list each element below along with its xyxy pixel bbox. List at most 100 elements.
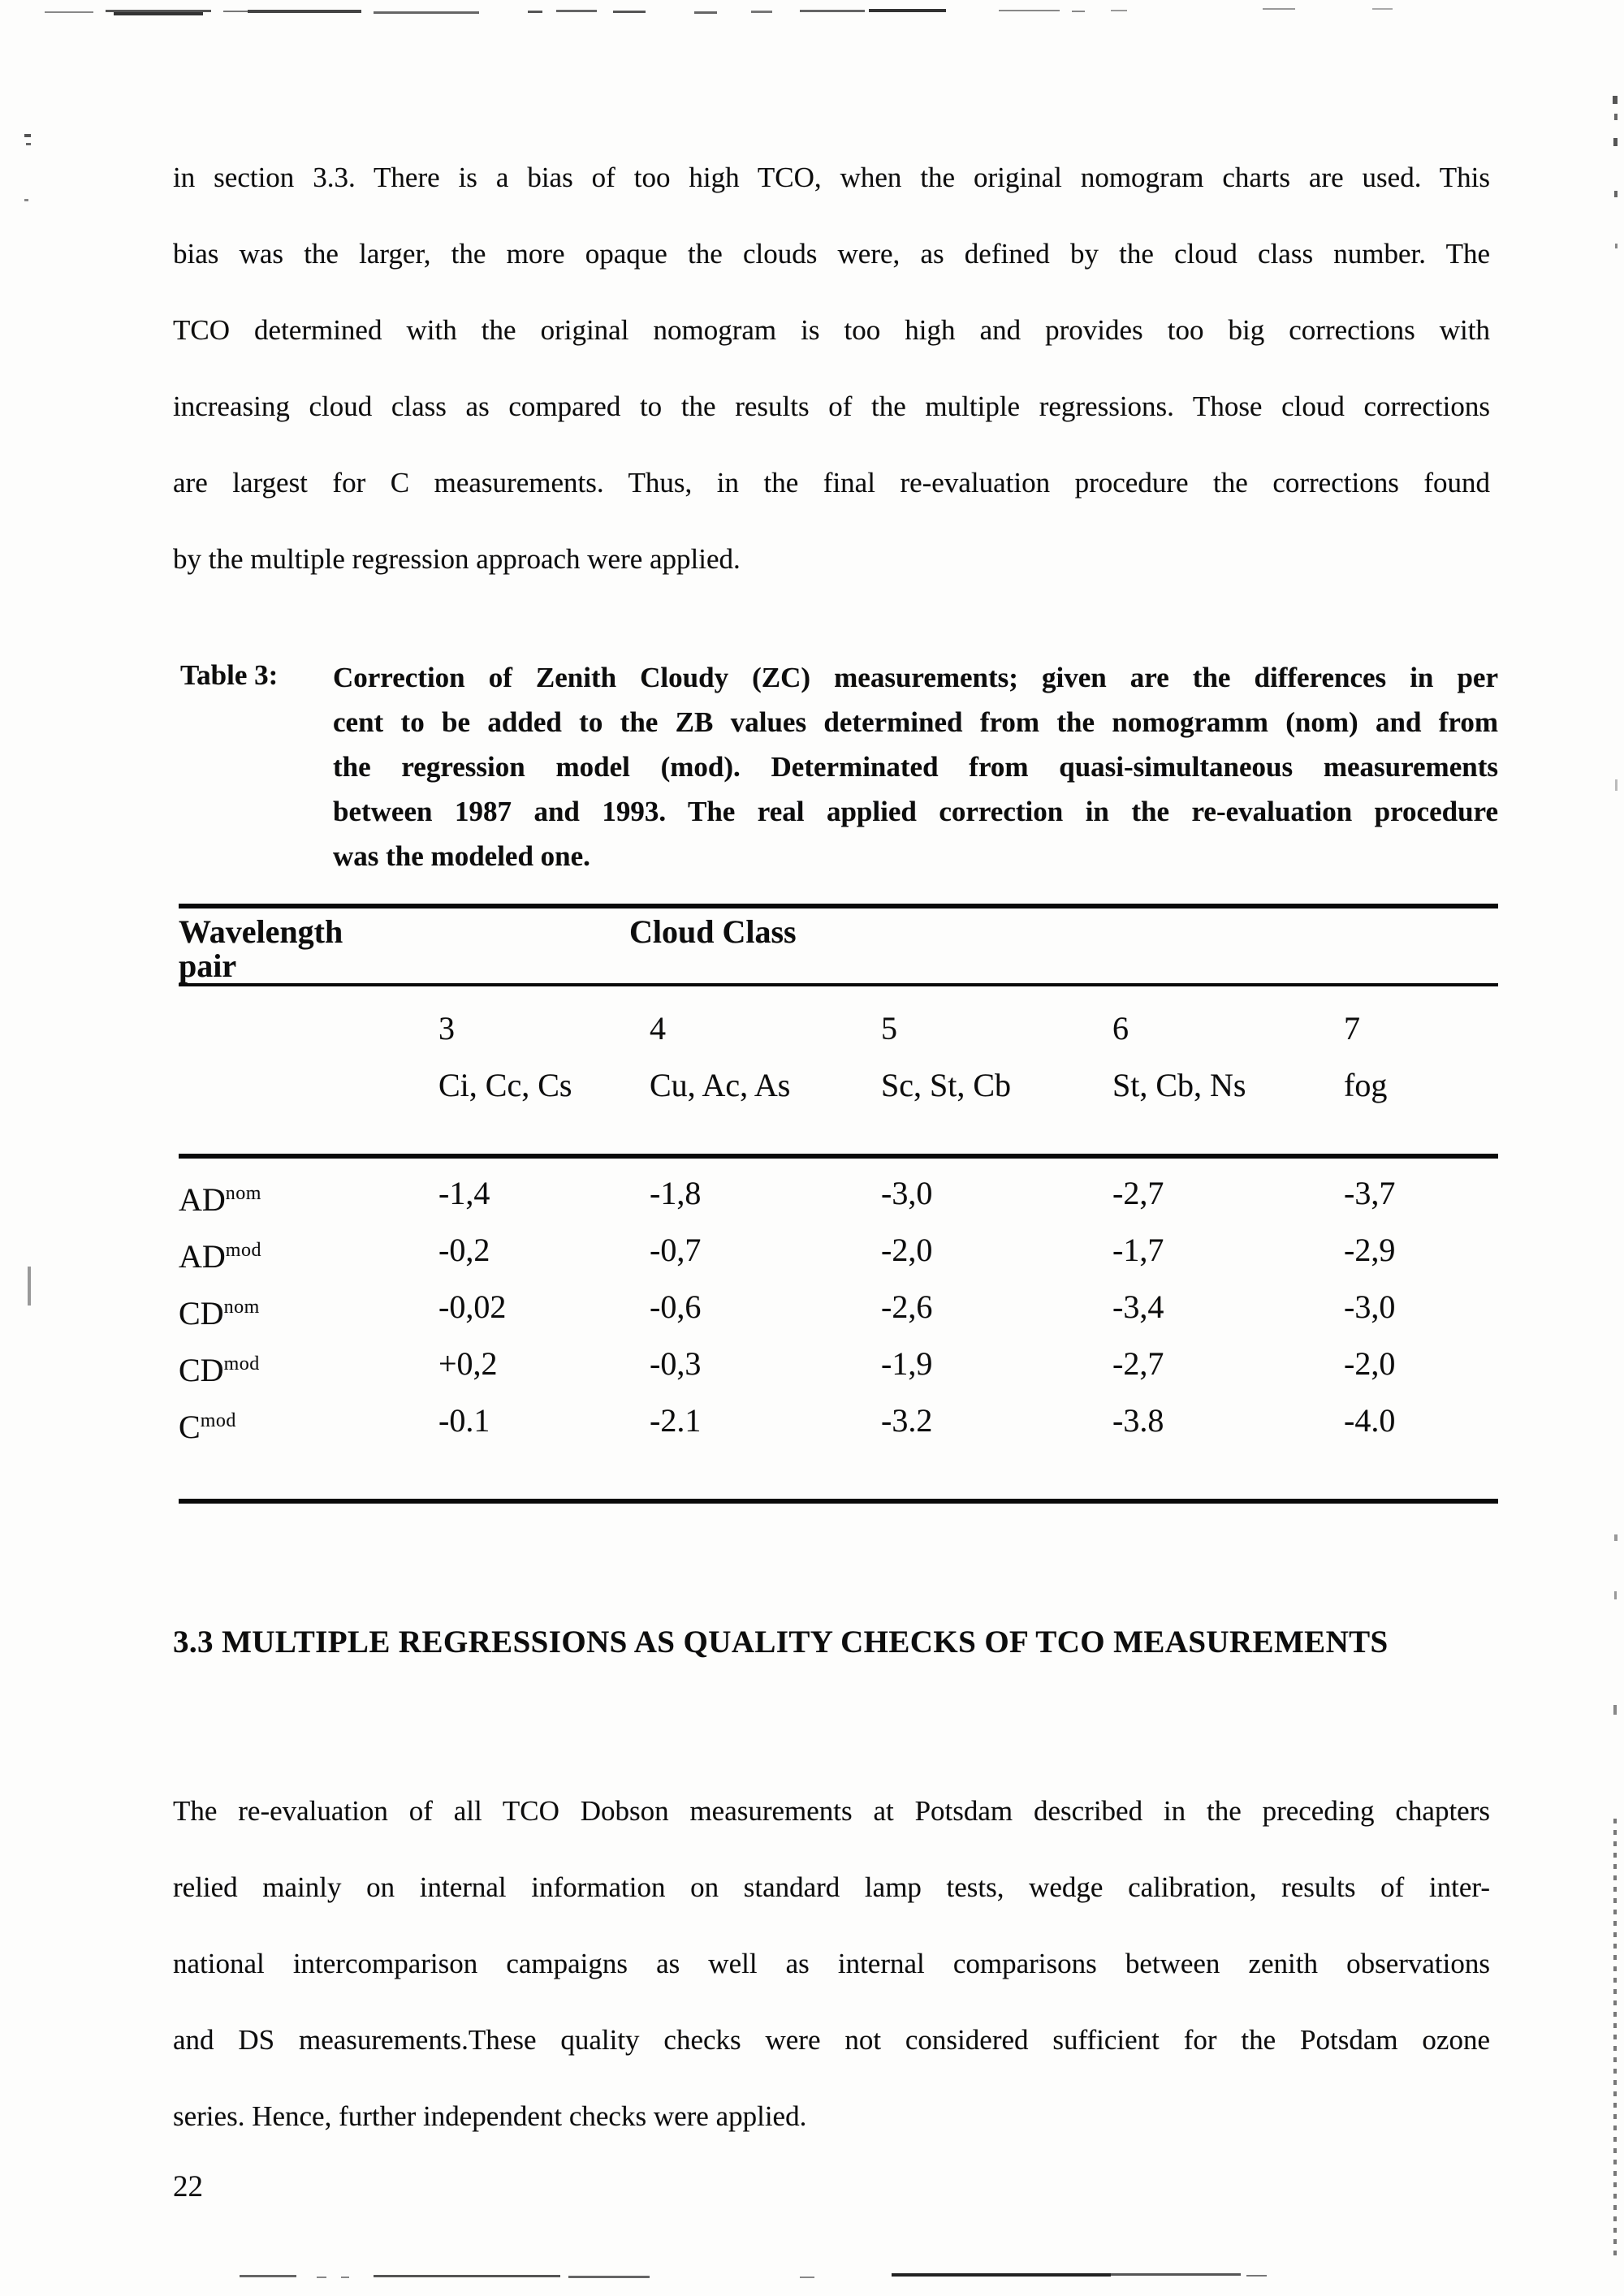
scan-artifact	[1614, 1591, 1617, 1599]
correction-table: Wavelength pair Cloud Class 3 4 5 6 7 Ci…	[179, 904, 1498, 1504]
table-cell: -1,4	[438, 1175, 490, 1211]
table-cell: -0,6	[650, 1288, 702, 1325]
scan-artifact	[374, 2275, 560, 2277]
scan-artifact	[1613, 138, 1618, 146]
scan-artifact	[528, 11, 542, 13]
class-number: 7	[1344, 1010, 1360, 1047]
section-heading: 3.3 MULTIPLE REGRESSIONS AS QUALITY CHEC…	[173, 1625, 1389, 1659]
scan-artifact	[999, 10, 1060, 11]
scan-artifact	[1614, 1534, 1618, 1541]
scan-artifact	[28, 1267, 31, 1306]
scan-artifact	[1614, 114, 1618, 120]
scan-artifact	[1111, 10, 1127, 11]
scan-artifact	[1613, 1705, 1617, 1715]
table-header: Wavelength pair Cloud Class	[179, 908, 1498, 983]
scan-artifact	[1614, 191, 1618, 197]
group-header-cloud-class: Cloud Class	[629, 913, 797, 950]
column-header-wavelength: Wavelength	[179, 913, 343, 950]
scan-artifact	[317, 2277, 326, 2278]
class-number: 3	[438, 1010, 455, 1047]
table-cell: -4.0	[1344, 1402, 1396, 1439]
table-rule-top	[179, 904, 1498, 908]
table-cell: -2,7	[1112, 1345, 1164, 1382]
scan-artifact	[892, 2273, 1111, 2277]
scan-artifact	[613, 11, 646, 13]
column-header-pair: pair	[179, 947, 237, 984]
class-number: 6	[1112, 1010, 1129, 1047]
scan-artifact	[1111, 2273, 1241, 2276]
table-caption-label: Table 3:	[180, 659, 279, 691]
scan-artifact	[374, 11, 479, 14]
paragraph-line: and DS measurements.These quality checks…	[173, 2024, 1490, 2056]
scan-artifact	[1263, 8, 1295, 10]
table-cell: -2.1	[650, 1402, 702, 1439]
class-number: 4	[650, 1010, 666, 1047]
cloud-types: Ci, Cc, Cs	[438, 1067, 572, 1103]
table-cell: -0,3	[650, 1345, 702, 1382]
cloud-types-row: Ci, Cc, Cs Cu, Ac, As Sc, St, Cb St, Cb,…	[179, 1066, 1498, 1105]
paragraph-line: TCO determined with the original nomogra…	[173, 314, 1490, 346]
cloud-types: Sc, St, Cb	[881, 1067, 1012, 1103]
table-cell: -3.8	[1112, 1402, 1164, 1439]
scan-artifact	[106, 10, 211, 12]
table-cell: -2,0	[881, 1232, 933, 1268]
table-cell: -3,0	[881, 1175, 933, 1211]
cloud-types: fog	[1344, 1067, 1388, 1103]
cloud-class-numbers-row: 3 4 5 6 7	[179, 1009, 1498, 1048]
scan-artifact	[556, 10, 597, 12]
scan-artifact	[223, 11, 248, 12]
paragraph-line: increasing cloud class as compared to th…	[173, 391, 1490, 422]
paragraph-line: are largest for C measurements. Thus, in…	[173, 467, 1490, 498]
paragraph-line: national intercomparison campaigns as we…	[173, 1948, 1490, 1979]
table-cell: -1,7	[1112, 1232, 1164, 1268]
paragraph-line: relied mainly on internal information on…	[173, 1871, 1490, 1903]
cloud-types: Cu, Ac, As	[650, 1067, 791, 1103]
body-paragraph: The re-evaluation of all TCO Dobson meas…	[173, 1793, 1490, 2174]
table-cell: -3,0	[1344, 1288, 1396, 1325]
table-cell: -2,6	[881, 1288, 933, 1325]
scan-artifact	[26, 143, 31, 145]
table-cell: -1,9	[881, 1345, 933, 1382]
table-cell: -2,7	[1112, 1175, 1164, 1211]
table-cell: -0,7	[650, 1232, 702, 1268]
table-cell: -0,2	[438, 1232, 490, 1268]
scan-artifact	[1615, 244, 1618, 248]
caption-line: cent to be added to the ZB values determ…	[333, 706, 1498, 738]
page-number: 22	[173, 2170, 203, 2203]
scan-artifact	[240, 2275, 296, 2277]
scan-artifact	[1246, 2275, 1267, 2277]
scan-artifact	[1613, 1819, 1617, 2257]
scan-artifact	[800, 2277, 814, 2278]
scan-artifact	[1372, 8, 1393, 10]
table-rule-header	[179, 983, 1498, 986]
cloud-types: St, Cb, Ns	[1112, 1067, 1246, 1103]
scan-artifact	[751, 11, 772, 13]
scan-artifact	[248, 10, 361, 13]
row-label: Cmod	[179, 1409, 236, 1445]
table-caption: Correction of Zenith Cloudy (ZC) measure…	[333, 659, 1498, 883]
scan-artifact	[45, 11, 93, 13]
paragraph-line: series. Hence, further independent check…	[173, 2100, 807, 2132]
table-cell: -3,7	[1344, 1175, 1396, 1211]
table-body: ADnom -1,4 -1,8 -3,0 -2,7 -3,7 ADmod -0,…	[179, 1165, 1498, 1449]
paragraph-line: The re-evaluation of all TCO Dobson meas…	[173, 1795, 1490, 1827]
intro-paragraph: in section 3.3. There is a bias of too h…	[173, 159, 1490, 617]
empty-cell	[179, 1009, 438, 1048]
table-cell: -3,4	[1112, 1288, 1164, 1325]
scan-artifact	[341, 2277, 349, 2278]
scan-artifact	[1072, 11, 1085, 12]
row-label: ADmod	[179, 1238, 261, 1275]
paragraph-line: bias was the larger, the more opaque the…	[173, 238, 1490, 270]
table-rule-mid	[179, 1154, 1498, 1159]
table-cell: -2,9	[1344, 1232, 1396, 1268]
table-cell: -1,8	[650, 1175, 702, 1211]
scan-artifact	[568, 2276, 650, 2278]
table-cell: -0.1	[438, 1402, 490, 1439]
scan-artifact	[869, 9, 946, 12]
scan-artifact	[1615, 779, 1618, 791]
scan-artifact	[114, 12, 203, 15]
scan-artifact	[800, 10, 865, 12]
table-cell: -3.2	[881, 1402, 933, 1439]
scan-artifact	[694, 11, 717, 14]
caption-line: was the modeled one.	[333, 840, 590, 872]
